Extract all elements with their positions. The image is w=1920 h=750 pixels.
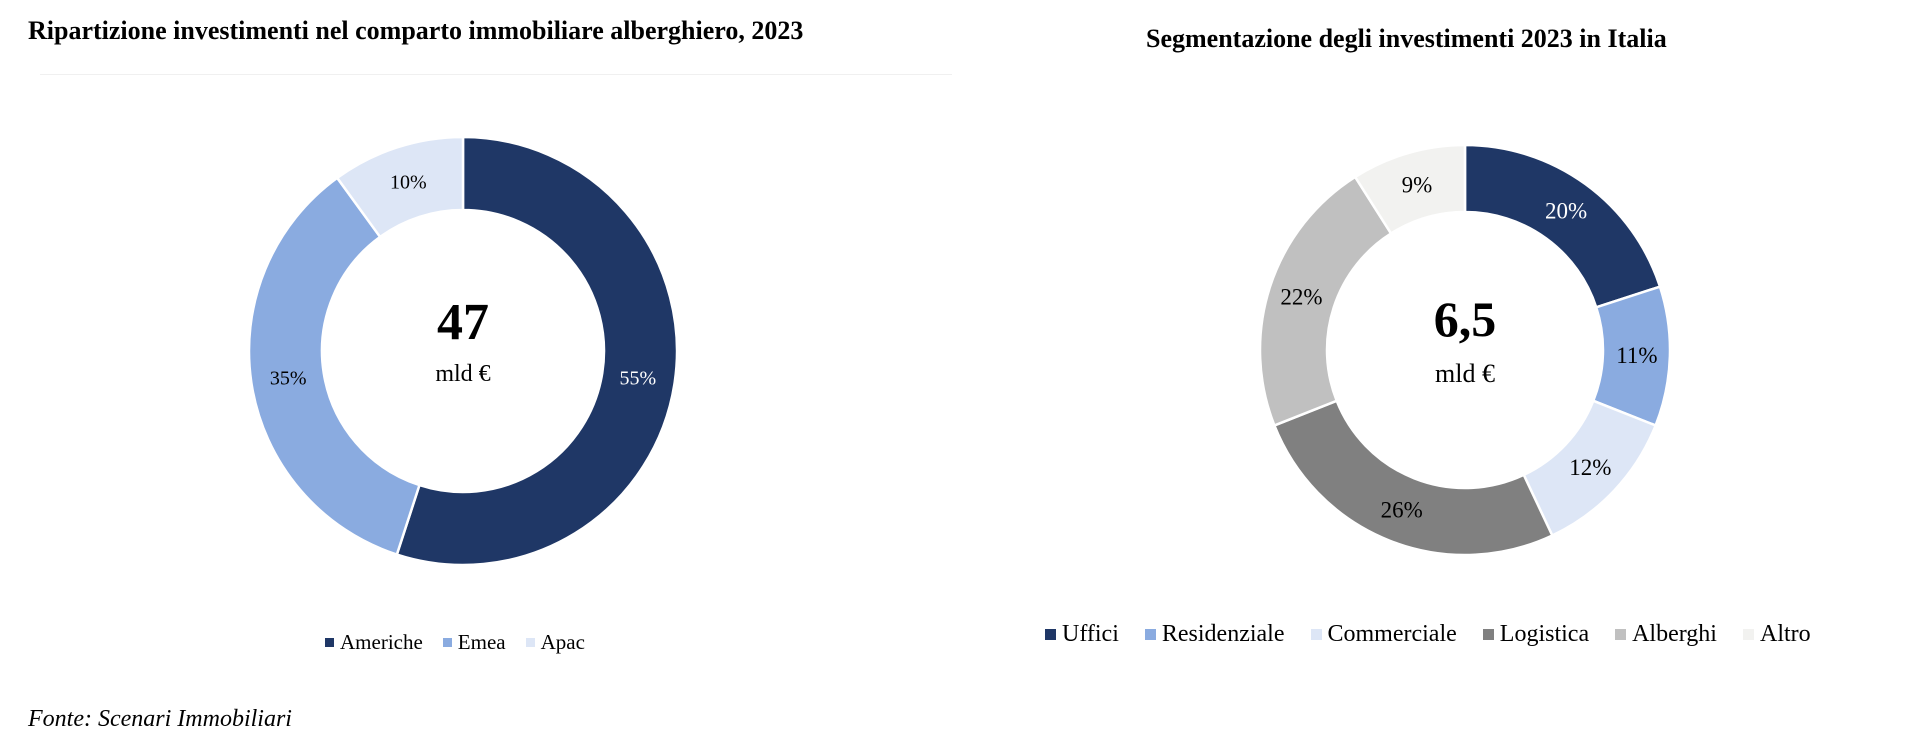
legend-swatch [325,638,334,647]
legend-hotel-investments: Americhe Emea Apac [325,630,585,655]
legend-swatch [1144,629,1156,640]
slice-apac [335,135,465,239]
legend-item-alberghi: Alberghi [1615,621,1717,648]
data-label-emea: 35% [270,368,307,390]
slice-altro [1353,143,1467,236]
legend-label: Americhe [340,630,423,654]
source-note: Fonte: Scenari Immobiliari [28,706,292,732]
legend-label: Altro [1759,621,1811,647]
legend-item-emea: Emea [442,630,506,655]
legend-label: Apac [540,630,585,654]
legend-swatch [1615,629,1627,640]
legend-label: Residenziale [1161,621,1285,647]
legend-swatch [1045,629,1056,640]
center-total-unit: mld € [1435,359,1495,388]
legend-item-residenziale: Residenziale [1144,621,1285,648]
legend-swatch [1482,629,1494,640]
legend-swatch [1310,629,1322,640]
legend-item-altro: Altro [1742,621,1811,648]
data-label-alberghi: 22% [1280,284,1322,309]
legend-swatch [525,638,535,647]
legend-label: Logistica [1499,621,1590,647]
legend-swatch [1742,629,1754,640]
data-label-americhe: 55% [619,368,656,390]
slice-uffici [1463,143,1662,309]
data-label-commerciale: 12% [1569,455,1611,480]
legend-italy-segmentation: Uffici Residenziale Commerciale Logistica Al… [1045,621,1811,648]
data-label-apac: 10% [390,172,427,194]
data-label-logistica: 26% [1381,497,1423,522]
legend-item-commerciale: Commerciale [1310,621,1457,648]
center-total-unit: mld € [435,361,490,387]
data-label-uffici: 20% [1545,198,1587,223]
legend-item-americhe: Americhe [325,630,423,655]
slice-americhe [395,135,679,567]
title-divider [40,74,952,75]
chart-title-hotel-investments: Ripartizione investimenti nel comparto i… [28,16,804,45]
data-label-residenziale: 11% [1616,343,1657,368]
legend-item-uffici: Uffici [1045,621,1119,648]
data-label-altro: 9% [1402,172,1433,197]
legend-label: Emea [457,630,506,654]
legend-item-apac: Apac [525,630,585,655]
legend-label: Commerciale [1327,621,1457,647]
chart-title-italy-segmentation: Segmentazione degli investimenti 2023 in… [1146,24,1667,53]
legend-label: Uffici [1062,621,1119,647]
legend-swatch [442,638,452,647]
center-total-value: 47 [437,294,489,351]
center-total-value: 6,5 [1434,291,1497,347]
slice-emea [247,176,422,557]
legend-label: Alberghi [1632,621,1717,647]
legend-item-logistica: Logistica [1482,621,1590,648]
slice-logistica [1272,399,1554,557]
